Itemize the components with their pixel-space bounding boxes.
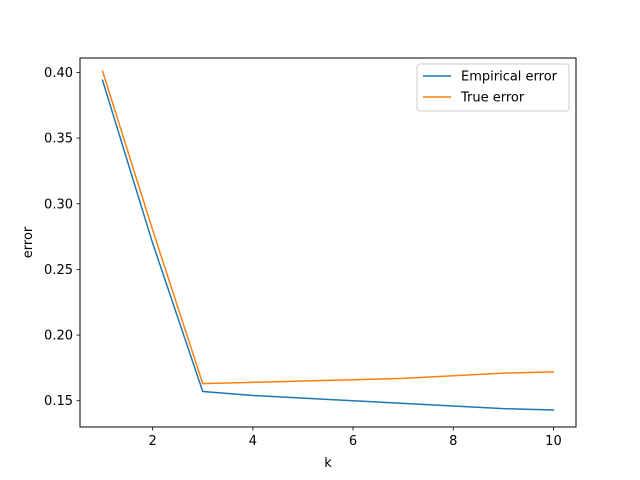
legend: Empirical error True error — [416, 63, 570, 112]
series-layer — [101, 70, 555, 411]
x-tick-label: 10 — [545, 434, 562, 449]
y-axis-title: error — [21, 226, 36, 258]
y-tick-label: 0.30 — [44, 197, 73, 212]
legend-label-1: True error — [460, 91, 525, 106]
x-tick-label: 4 — [249, 434, 257, 449]
x-tick-label: 8 — [449, 434, 457, 449]
y-tick-label: 0.40 — [44, 66, 73, 81]
y-tick-label: 0.15 — [44, 394, 73, 409]
legend-box — [416, 63, 570, 112]
series-line-1 — [101, 70, 555, 385]
y-axis: 0.15 0.20 0.25 0.30 0.35 0.40 — [44, 66, 80, 409]
plot-frame — [79, 57, 577, 428]
series-line-0 — [101, 79, 555, 411]
x-axis: 2 4 6 8 10 — [149, 427, 562, 449]
y-tick-label: 0.35 — [44, 132, 73, 147]
y-tick-label: 0.25 — [44, 263, 73, 278]
y-tick-label: 0.20 — [44, 329, 73, 344]
x-tick-label: 2 — [149, 434, 157, 449]
x-tick-label: 6 — [349, 434, 357, 449]
legend-label-0: Empirical error — [461, 70, 558, 85]
x-axis-title: k — [324, 456, 332, 471]
